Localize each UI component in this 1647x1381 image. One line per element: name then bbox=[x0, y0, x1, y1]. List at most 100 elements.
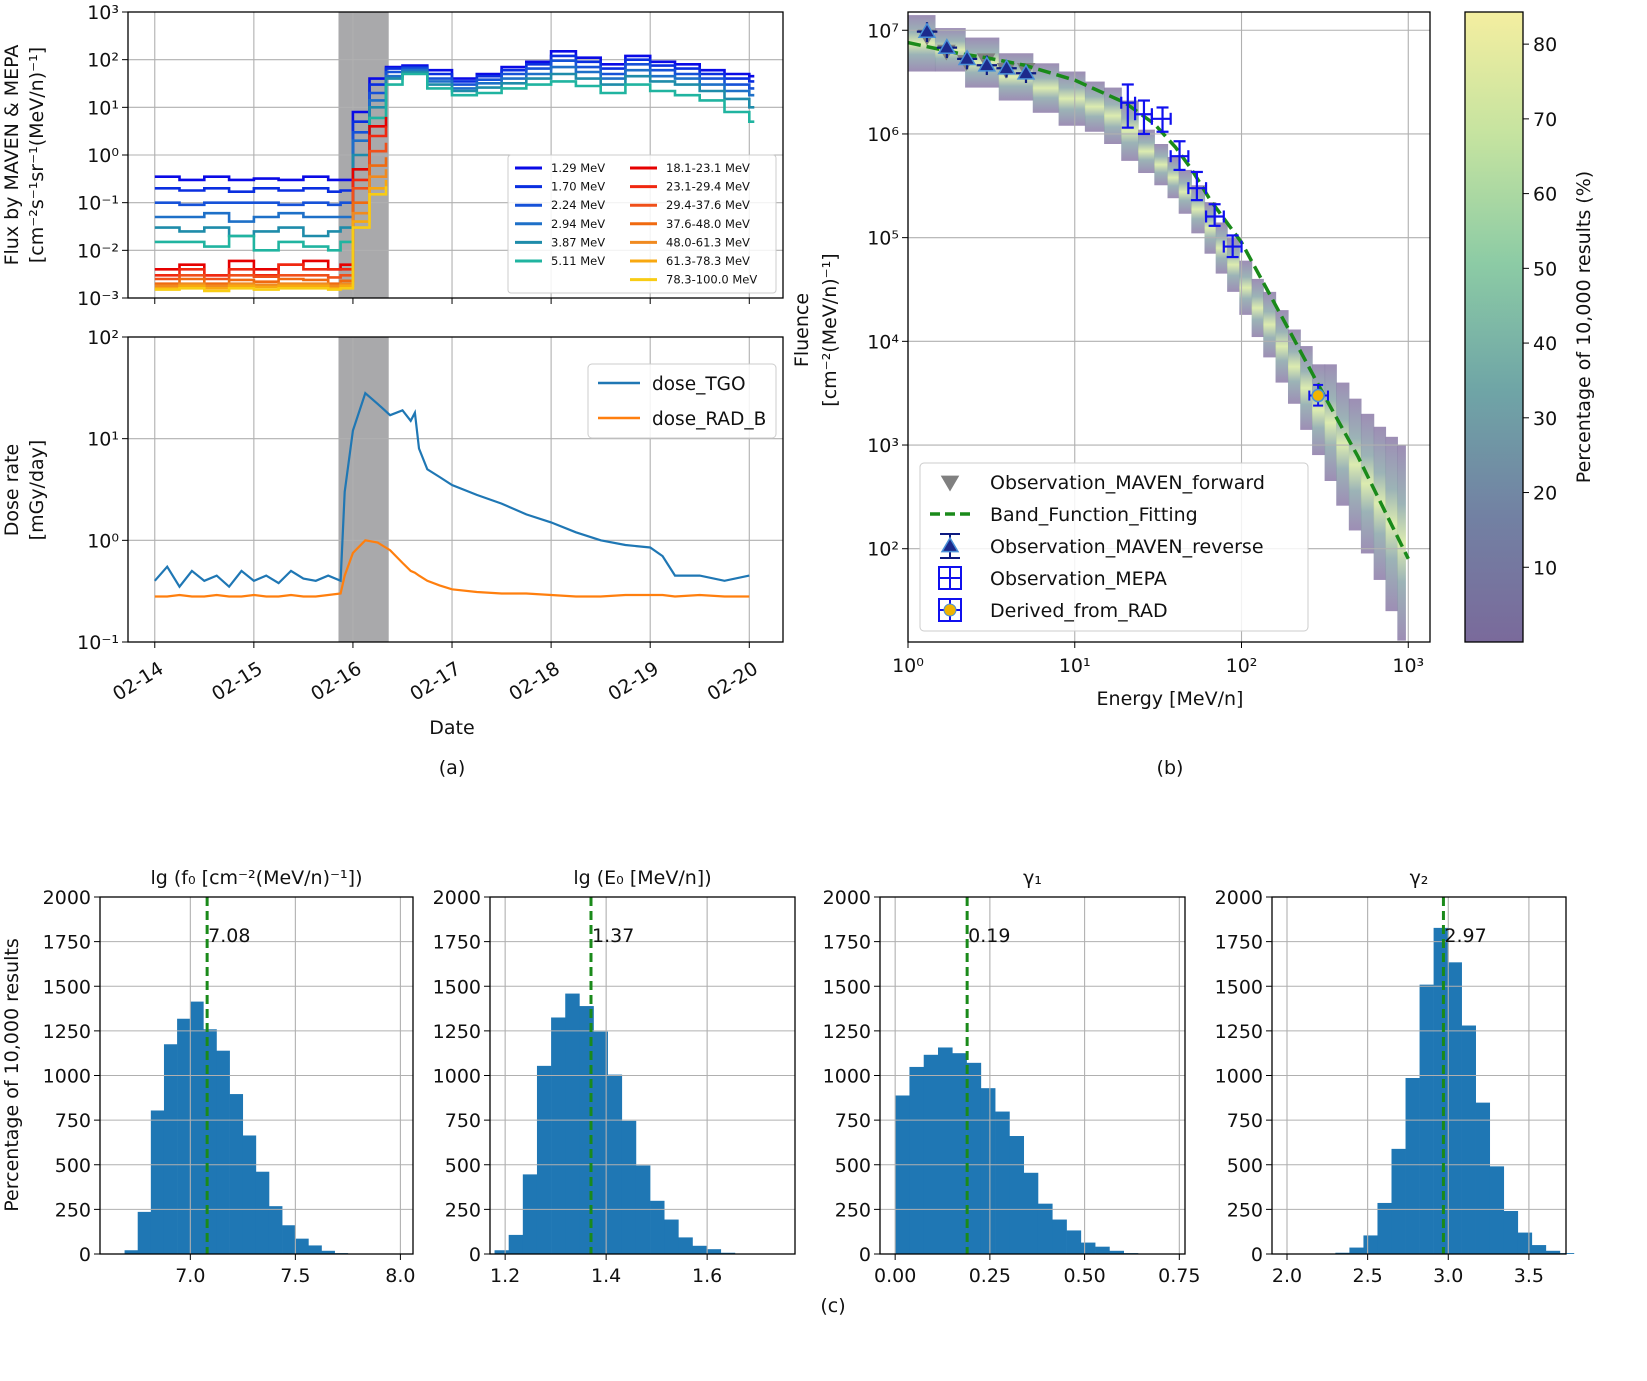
histogram-bar bbox=[1517, 1232, 1533, 1254]
axes-frame bbox=[879, 896, 1186, 1255]
colorbar-tick-label: 40 bbox=[1533, 333, 1557, 355]
panel-a-label: (a) bbox=[439, 757, 465, 779]
legend-entry: 37.6-48.0 MeV bbox=[666, 217, 750, 231]
histogram-bar bbox=[551, 1017, 566, 1254]
axes-frame bbox=[489, 896, 796, 1255]
legend-entry: 29.4-37.6 MeV bbox=[666, 198, 750, 212]
histogram-bar bbox=[308, 1245, 322, 1254]
histogram-bar bbox=[952, 1053, 967, 1254]
histogram-bar bbox=[494, 1250, 509, 1254]
series-group bbox=[154, 50, 755, 293]
y-tick-label: 1500 bbox=[1215, 976, 1263, 998]
y-tick-label: 1750 bbox=[433, 932, 481, 954]
y-tick-label: 10³ bbox=[867, 435, 899, 457]
axes-frame bbox=[99, 896, 414, 1255]
y-tick-label: 10¹ bbox=[87, 97, 119, 119]
series-line-29-4-37-6-MeV bbox=[154, 142, 388, 281]
histogram-bar bbox=[1109, 1250, 1124, 1254]
heatmap-cell bbox=[1215, 222, 1228, 274]
heatmap-cell bbox=[1324, 364, 1337, 481]
histogram-bar bbox=[1433, 927, 1448, 1254]
colorbar: 10 20 30 40 50 60 70 80 bbox=[1464, 11, 1557, 643]
reverse-point bbox=[997, 58, 1016, 75]
series-line-23-1-29-4-MeV bbox=[154, 126, 388, 277]
histogram-bar bbox=[1545, 1250, 1561, 1254]
histogram-bar bbox=[692, 1245, 707, 1254]
heatmap-cell bbox=[1138, 129, 1155, 174]
histogram-bar bbox=[137, 1211, 152, 1254]
y-tick-label: 2000 bbox=[43, 887, 91, 909]
histogram-bar bbox=[124, 1250, 139, 1254]
x-tick-label: 3.0 bbox=[1433, 1265, 1463, 1287]
band-function-fit-line bbox=[908, 40, 1410, 560]
y-tick-label: 2000 bbox=[823, 887, 871, 909]
colorbar-tick-label: 60 bbox=[1533, 184, 1557, 206]
histogram-panel-4: 2.0 2.5 3.0 3.5 0 250 500 750 1000 1250 1500 1750 20… bbox=[1215, 867, 1575, 1287]
panel-c-label: (c) bbox=[820, 1295, 845, 1317]
dose-ylabel-line1: Dose rate bbox=[1, 444, 23, 536]
histogram-bar bbox=[1023, 1172, 1039, 1254]
y-tick-label: 1000 bbox=[433, 1066, 481, 1088]
series-line-3-87-MeV bbox=[154, 70, 755, 238]
histogram-bar bbox=[321, 1250, 335, 1254]
x-tick-label: 2.0 bbox=[1272, 1265, 1302, 1287]
histogram-bar bbox=[242, 1135, 257, 1254]
legend-entry: 48.0-61.3 MeV bbox=[666, 235, 750, 249]
histogram-bar bbox=[909, 1066, 925, 1254]
y-tick-label: 2000 bbox=[1215, 887, 1263, 909]
fluence-legend: Observation_MAVEN_forward Band_Function_F… bbox=[919, 462, 1309, 632]
histogram-bar bbox=[1363, 1235, 1378, 1254]
histogram-bar bbox=[1095, 1246, 1110, 1254]
y-tick-label: 250 bbox=[1227, 1199, 1263, 1221]
y-tick-label: 10⁻¹ bbox=[77, 193, 119, 215]
legend-entry: 3.87 MeV bbox=[551, 235, 605, 249]
y-tick-label: 10² bbox=[87, 327, 119, 349]
histogram-bar bbox=[650, 1200, 665, 1254]
histogram-panel-2: 1.2 1.4 1.6 0 250 500 750 1000 1250 1500 1750 2000 1… bbox=[433, 867, 796, 1287]
series-line-78-3-100-0-MeV bbox=[154, 186, 388, 293]
y-tick-label: 10⁵ bbox=[867, 228, 899, 250]
histogram-bar bbox=[678, 1237, 693, 1254]
y-tick-label: 10¹ bbox=[87, 429, 119, 451]
y-tick-label: 0 bbox=[1251, 1244, 1263, 1266]
x-tick-label: 0.25 bbox=[969, 1265, 1011, 1287]
heatmap-cell bbox=[1058, 71, 1086, 126]
heatmap-cell bbox=[1251, 278, 1264, 338]
y-tick-label: 0 bbox=[859, 1244, 871, 1266]
heatmap-cell bbox=[1312, 364, 1326, 456]
histogram-title: γ₂ bbox=[1410, 867, 1429, 889]
y-tick-label: 500 bbox=[835, 1155, 871, 1177]
histogram-bar bbox=[966, 1062, 982, 1254]
y-tick-label: 500 bbox=[55, 1155, 91, 1177]
x-tick-label: 1.4 bbox=[591, 1265, 621, 1287]
y-tick-label: 250 bbox=[835, 1199, 871, 1221]
legend-marker-circle bbox=[943, 603, 957, 617]
y-tick-label: 1500 bbox=[43, 976, 91, 998]
histogram-bar bbox=[1503, 1210, 1519, 1254]
reverse-point bbox=[957, 49, 977, 66]
heatmap-cell bbox=[1167, 156, 1180, 199]
heatmap-cell bbox=[1227, 237, 1240, 292]
legend-entry: 23.1-29.4 MeV bbox=[666, 180, 750, 194]
y-tick-label: 10⁻¹ bbox=[77, 632, 119, 654]
x-tick-label: 02-16 bbox=[307, 658, 365, 706]
heatmap-cell bbox=[1104, 87, 1122, 144]
y-tick-label: 1500 bbox=[823, 976, 871, 998]
heatmap-cell bbox=[1178, 169, 1192, 214]
legend-entry: Observation_MEPA bbox=[990, 568, 1167, 590]
fluence-panel: 10⁰ 10¹ 10² 10³ 10² 10³ 10⁴ 10⁵ 10⁶ 10⁷ Observatio… bbox=[867, 11, 1431, 677]
y-tick-label: 10⁰ bbox=[87, 530, 119, 552]
colorbar-tick-label: 10 bbox=[1533, 557, 1557, 579]
y-tick-label: 1750 bbox=[43, 932, 91, 954]
histogram-bar bbox=[1377, 1202, 1392, 1254]
reverse-point bbox=[937, 38, 957, 54]
x-tick-label: 02-17 bbox=[406, 658, 464, 706]
y-tick-label: 10³ bbox=[87, 2, 119, 24]
fluence-ylabel-line2: [cm⁻²(MeV/n)⁻¹] bbox=[819, 253, 841, 406]
heatmap-cell bbox=[1239, 260, 1253, 315]
colorbar-label: Percentage of 10,000 results (%) bbox=[1573, 171, 1595, 483]
legend-entry: 2.94 MeV bbox=[551, 217, 605, 231]
heatmap-cell bbox=[1360, 413, 1375, 554]
y-tick-label: 500 bbox=[1227, 1155, 1263, 1177]
